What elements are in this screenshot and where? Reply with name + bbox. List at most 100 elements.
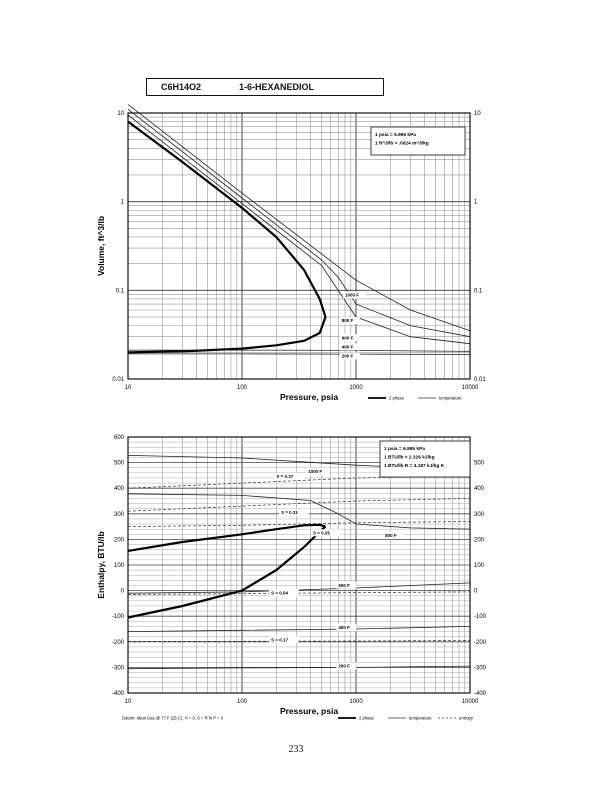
- series-line-400-f: [128, 349, 471, 352]
- series-label: 400 F: [342, 344, 354, 349]
- legend-label: entropy: [459, 716, 474, 721]
- series-label-backdrop: [311, 529, 341, 537]
- series-line-s-0-04: [127, 591, 471, 595]
- series-label: 800 F: [342, 318, 354, 323]
- legend-label: temperature: [409, 716, 432, 721]
- series-label-backdrop: [274, 472, 304, 480]
- series-line-600-f: [127, 582, 471, 594]
- x-tick-label: 10000: [462, 385, 479, 391]
- series-line-600-f: [127, 114, 471, 345]
- y-tick-label-right: 200: [474, 537, 485, 543]
- series-label: 1000 F: [345, 293, 359, 298]
- y-tick-label-left: 200: [114, 537, 125, 543]
- series-label-backdrop: [339, 334, 360, 342]
- y-tick-label-right: 300: [474, 512, 485, 518]
- compound-formula: C6H14O2: [161, 82, 202, 92]
- series-line-2-phase: [127, 120, 327, 354]
- y-tick-label-left: 0.01: [112, 377, 124, 383]
- y-tick-label-left: -200: [112, 640, 125, 646]
- series-line-2-phase-upper: [127, 523, 326, 552]
- y-tick-label-left: 10: [117, 111, 124, 117]
- y-tick-label-left: 500: [114, 461, 125, 467]
- series-label: S = 0.37: [276, 474, 293, 479]
- series-label-backdrop: [339, 343, 360, 351]
- y-tick-label-right: 0.01: [474, 377, 486, 383]
- compound-title-box: C6H14O2 1-6-HEXANEDIOL: [146, 78, 384, 96]
- y-tick-label-left: 0.1: [116, 288, 125, 294]
- plot-frame: [127, 436, 471, 694]
- x-tick-label: 100: [237, 699, 248, 705]
- y-tick-label-right: 0: [474, 589, 478, 595]
- series-label: 400 F: [338, 625, 350, 630]
- series-label: 1000 F: [308, 469, 322, 474]
- y-tick-label-left: 400: [114, 486, 125, 492]
- y-tick-label-left: 100: [114, 563, 125, 569]
- series-label: 600 F: [338, 583, 350, 588]
- x-axis-label: Pressure, psia: [280, 392, 338, 402]
- legend-label: 2 phase: [389, 396, 405, 401]
- y-tick-label-right: -200: [474, 640, 487, 646]
- x-tick-label: 10: [125, 385, 132, 391]
- series-label-backdrop: [269, 589, 299, 597]
- conversion-note-line: 1 ft^3/lb = .0624 m^3/kg: [375, 141, 429, 147]
- y-tick-label-left: -100: [112, 614, 125, 620]
- y-tick-label-right: 500: [474, 461, 485, 467]
- series-line-400-f: [127, 626, 471, 632]
- series-label: S = 0.04: [271, 590, 288, 595]
- x-tick-label: 1000: [349, 699, 363, 705]
- series-line-200-f: [127, 665, 471, 670]
- page-number: 233: [288, 744, 304, 755]
- y-axis-label: Volume, ft^3/lb: [96, 216, 106, 276]
- series-label: S = 0.25: [313, 530, 330, 535]
- y-tick-label-left: 1: [121, 200, 125, 206]
- conversion-note-line: 1 BTU/lb = 2.326 kJ/kg: [384, 455, 435, 461]
- conversion-note-line: 1 psia = 6.895 kPa: [375, 132, 416, 138]
- series-label-backdrop: [339, 352, 360, 360]
- series-label-backdrop: [336, 581, 357, 589]
- compound-name: 1-6-HEXANEDIOL: [239, 82, 315, 92]
- series-label-backdrop: [339, 316, 360, 324]
- series-line-800-f: [127, 493, 471, 530]
- x-axis-label: Pressure, psia: [280, 706, 338, 716]
- y-tick-label-left: -300: [112, 665, 125, 671]
- x-tick-label: 10: [125, 699, 132, 705]
- series-line-800-f: [127, 108, 471, 338]
- series-line-1000-f: [127, 104, 471, 332]
- series-label: 800 F: [385, 533, 397, 538]
- y-tick-label-left: 600: [114, 435, 125, 441]
- conversion-note-box: [370, 126, 466, 156]
- datum-footnote: Datum: Ideal Gas @ 77 F (25 C), H = 0, S…: [122, 716, 224, 721]
- conversion-note-line: 1 BTU/lb R = 4.187 kJ/kg K: [384, 463, 445, 469]
- y-tick-label-right: 1: [474, 200, 478, 206]
- x-tick-label: 10000: [462, 699, 479, 705]
- series-label: S = 0.31: [281, 510, 298, 515]
- y-axis-label: Enthalpy, BTU/lb: [96, 531, 106, 598]
- series-label-backdrop: [383, 531, 404, 539]
- series-line-2-phase-lower: [127, 525, 327, 619]
- series-label-backdrop: [306, 467, 330, 475]
- y-tick-label-right: 100: [474, 563, 485, 569]
- y-tick-label-right: -300: [474, 665, 487, 671]
- series-label-backdrop: [336, 624, 357, 631]
- legend-label: 2 phase: [359, 716, 375, 721]
- series-line-s-0-17: [128, 640, 471, 642]
- y-tick-label-right: 400: [474, 486, 485, 492]
- x-tick-label: 100: [237, 385, 248, 391]
- series-label: 600 F: [342, 335, 354, 340]
- plot-frame: [127, 112, 471, 380]
- series-label-backdrop: [279, 508, 309, 516]
- y-tick-label-left: -400: [112, 691, 125, 697]
- y-tick-label-right: -400: [474, 691, 487, 697]
- x-tick-label: 1000: [349, 385, 363, 391]
- y-tick-label-left: 300: [114, 512, 125, 518]
- series-line-200-f: [128, 353, 471, 355]
- series-line-s-0-25: [127, 521, 471, 527]
- series-label: 200 F: [338, 663, 350, 668]
- series-label: S = 0.17: [271, 637, 288, 642]
- series-label-backdrop: [269, 636, 299, 644]
- y-tick-label-right: -100: [474, 614, 487, 620]
- conversion-note-box: [379, 440, 471, 478]
- series-label: 200 F: [342, 353, 354, 358]
- conversion-note-line: 1 psia = 6.895 kPa: [384, 446, 425, 452]
- series-line-s-0-31: [127, 498, 471, 512]
